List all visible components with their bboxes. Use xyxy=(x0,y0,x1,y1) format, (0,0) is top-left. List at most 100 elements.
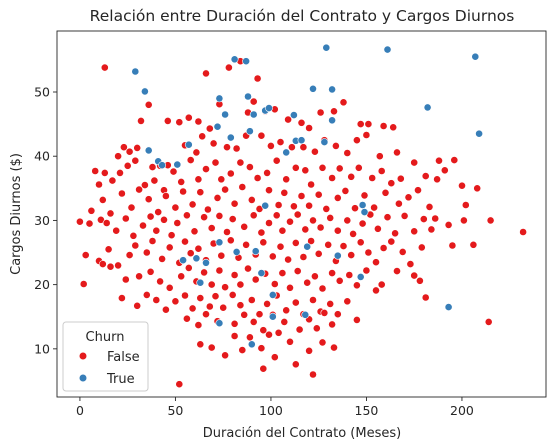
point-false-88 xyxy=(347,172,356,181)
point-false-28 xyxy=(393,148,401,157)
point-false-281 xyxy=(263,299,271,308)
point-false-289 xyxy=(333,310,342,319)
point-false-87 xyxy=(335,164,344,173)
point-false-61 xyxy=(108,176,117,185)
point-false-177 xyxy=(373,224,382,233)
point-false-53 xyxy=(375,152,384,161)
point-false-219 xyxy=(339,242,348,250)
point-false-156 xyxy=(207,224,216,232)
point-false-299 xyxy=(249,317,258,326)
point-false-169 xyxy=(309,216,317,225)
point-false-110 xyxy=(188,200,197,209)
point-false-17 xyxy=(305,124,313,132)
point-true-37 xyxy=(232,247,241,256)
point-false-40 xyxy=(223,143,231,152)
point-false-136 xyxy=(425,202,434,211)
point-false-69 xyxy=(177,177,186,186)
point-false-145 xyxy=(121,214,130,223)
y-tick-label-30: 30 xyxy=(34,213,50,228)
point-false-79 xyxy=(263,168,271,177)
point-false-143 xyxy=(102,219,111,227)
point-false-96 xyxy=(458,181,466,190)
point-true-47 xyxy=(301,310,310,319)
point-true-26 xyxy=(297,136,306,145)
point-false-304 xyxy=(295,325,304,334)
y-tick-label-40: 40 xyxy=(34,149,50,164)
point-false-98 xyxy=(473,184,482,193)
point-false-163 xyxy=(265,219,273,227)
point-false-257 xyxy=(345,271,354,279)
point-false-215 xyxy=(307,237,315,245)
point-false-50 xyxy=(331,141,340,150)
point-false-316 xyxy=(245,333,254,342)
point-true-32 xyxy=(358,201,367,209)
point-false-161 xyxy=(249,211,258,220)
point-false-182 xyxy=(419,215,428,223)
point-true-22 xyxy=(226,133,235,142)
x-tick-label-50: 50 xyxy=(167,403,183,418)
point-false-253 xyxy=(310,272,319,281)
x-tick-label-200: 200 xyxy=(450,403,474,418)
point-false-320 xyxy=(291,360,300,369)
point-false-249 xyxy=(278,269,287,277)
point-false-269 xyxy=(161,305,170,314)
point-false-72 xyxy=(202,165,210,173)
point-false-68 xyxy=(169,167,178,176)
point-false-236 xyxy=(177,272,186,281)
point-false-227 xyxy=(406,260,415,268)
point-false-217 xyxy=(324,240,333,249)
point-false-73 xyxy=(211,158,220,167)
y-tick-label-50: 50 xyxy=(34,85,50,100)
point-false-47 xyxy=(299,143,308,152)
point-false-275 xyxy=(211,292,220,301)
point-false-51 xyxy=(343,149,352,157)
point-false-255 xyxy=(328,269,336,277)
point-true-5 xyxy=(471,52,480,61)
point-false-327 xyxy=(309,370,317,379)
point-false-74 xyxy=(217,175,226,184)
point-false-52 xyxy=(352,136,361,145)
point-true-41 xyxy=(360,208,369,216)
point-false-45 xyxy=(276,138,285,146)
point-false-308 xyxy=(328,320,336,329)
point-false-274 xyxy=(205,302,214,311)
point-false-193 xyxy=(131,241,140,250)
point-false-283 xyxy=(282,306,291,315)
point-false-9 xyxy=(205,124,214,133)
point-false-91 xyxy=(377,167,386,175)
point-false-20 xyxy=(339,98,348,107)
point-false-165 xyxy=(278,226,287,235)
point-false-172 xyxy=(333,226,342,235)
point-false-4 xyxy=(253,74,262,83)
point-false-311 xyxy=(196,340,205,349)
point-false-97 xyxy=(461,201,470,209)
point-false-140 xyxy=(76,217,84,226)
point-false-29 xyxy=(114,152,122,161)
point-false-292 xyxy=(421,293,430,302)
point-false-183 xyxy=(427,225,436,234)
point-false-262 xyxy=(410,271,419,280)
point-false-80 xyxy=(272,156,281,165)
point-true-23 xyxy=(245,127,254,136)
point-false-307 xyxy=(320,308,329,317)
point-false-159 xyxy=(228,215,237,223)
point-false-224 xyxy=(379,244,388,252)
point-true-36 xyxy=(215,238,224,247)
point-false-228 xyxy=(417,243,426,252)
point-false-54 xyxy=(410,158,419,167)
point-false-315 xyxy=(238,346,247,354)
point-false-15 xyxy=(284,115,292,124)
point-false-195 xyxy=(148,237,157,245)
point-false-26 xyxy=(379,122,388,130)
point-false-83 xyxy=(301,166,310,175)
point-false-58 xyxy=(91,167,100,175)
point-false-233 xyxy=(146,267,155,276)
point-false-102 xyxy=(118,189,126,198)
point-false-150 xyxy=(160,215,168,224)
point-false-277 xyxy=(228,290,237,299)
point-false-286 xyxy=(309,296,317,304)
point-false-111 xyxy=(196,188,205,197)
point-true-3 xyxy=(322,43,331,52)
point-false-133 xyxy=(394,199,403,208)
point-false-99 xyxy=(87,206,96,215)
